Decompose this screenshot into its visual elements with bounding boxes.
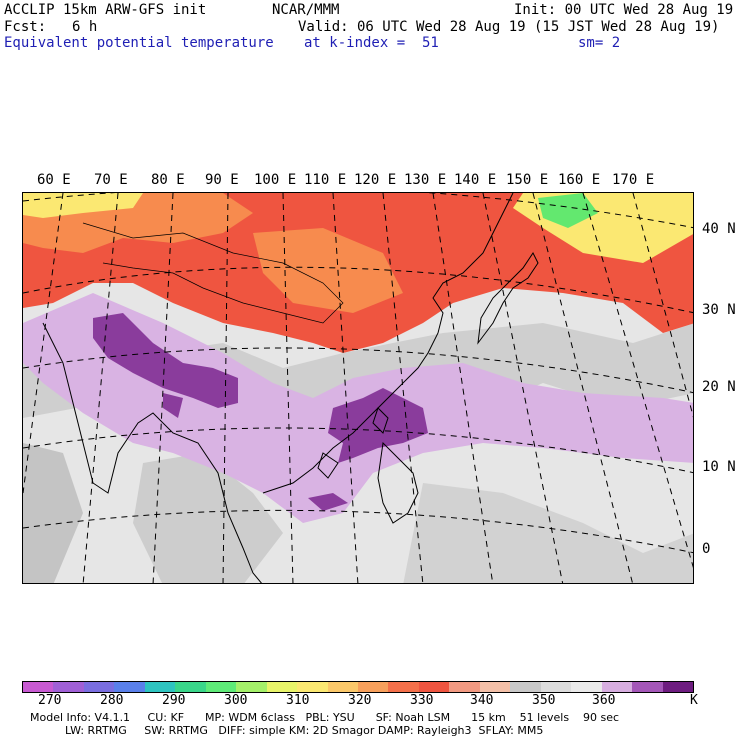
colorbar-segment xyxy=(236,682,267,692)
colorbar-segment xyxy=(266,682,298,692)
lon-label: 110 E xyxy=(304,172,347,188)
org-label: NCAR/MMM xyxy=(272,2,340,18)
model-title: ACCLIP 15km ARW-GFS init xyxy=(4,2,207,18)
theta-e-field xyxy=(23,193,693,583)
level-index: at k-index = 51 xyxy=(304,35,439,51)
colorbar-segment xyxy=(571,682,602,692)
colorbar-segment xyxy=(479,682,511,692)
colorbar-unit: K xyxy=(690,693,698,708)
dark-purple-himalaya xyxy=(93,313,238,408)
valid-time: Valid: 06 UTC Wed 28 Aug 19 (15 JST Wed … xyxy=(298,19,720,35)
gray-india xyxy=(23,443,83,583)
lat-label: 40 N xyxy=(702,221,736,237)
dark-purple-small xyxy=(308,493,348,511)
colorbar-label: 340 xyxy=(470,693,494,708)
colorbar-segment xyxy=(418,682,450,692)
forecast-value: 6 h xyxy=(72,19,98,35)
colorbar-segment xyxy=(662,682,693,692)
green-northeast xyxy=(538,193,598,228)
colorbar-segment xyxy=(388,682,419,692)
coastline-taiwan xyxy=(372,407,389,434)
lat-label: 0 xyxy=(702,541,711,557)
colorbar-segment xyxy=(23,682,54,692)
colorbar-segment xyxy=(83,682,115,692)
colorbar-segment xyxy=(601,682,633,692)
lon-label: 160 E xyxy=(558,172,601,188)
forecast-label: Fcst: xyxy=(4,19,47,35)
field-name: Equivalent potential temperature xyxy=(4,35,274,51)
model-info-line1: Model Info: V4.1.1 CU: KF MP: WDM 6class… xyxy=(30,711,620,724)
colorbar xyxy=(22,681,694,693)
lat-label: 30 N xyxy=(702,302,736,318)
colorbar-label: 270 xyxy=(38,693,62,708)
colorbar-segment xyxy=(357,682,389,692)
colorbar-label: 280 xyxy=(100,693,124,708)
colorbar-label: 330 xyxy=(410,693,434,708)
colorbar-segment xyxy=(632,682,663,692)
colorbar-segment xyxy=(144,682,176,692)
colorbar-segment xyxy=(540,682,572,692)
colorbar-segment xyxy=(327,682,358,692)
colorbar-label: 290 xyxy=(162,693,186,708)
lon-label: 60 E xyxy=(37,172,71,188)
coastline-japan xyxy=(477,252,539,345)
lon-label: 100 E xyxy=(254,172,297,188)
init-time: Init: 00 UTC Wed 28 Aug 19 xyxy=(514,2,734,18)
lon-label: 150 E xyxy=(506,172,549,188)
gray-southeast xyxy=(403,483,693,583)
colorbar-segment xyxy=(175,682,206,692)
lat-label: 20 N xyxy=(702,379,736,395)
colorbar-segment xyxy=(297,682,328,692)
smoothing-value: sm= 2 xyxy=(578,35,621,51)
colorbar-segment xyxy=(449,682,480,692)
lon-label: 70 E xyxy=(94,172,128,188)
lat-label: 10 N xyxy=(702,459,736,475)
yellow-northwest xyxy=(23,193,143,218)
model-info-line2: LW: RRTMG SW: RRTMG DIFF: simple KM: 2D … xyxy=(30,724,544,737)
dark-purple-scs xyxy=(328,388,428,463)
colorbar-label: 350 xyxy=(532,693,556,708)
coastline-hainan xyxy=(317,452,339,479)
colorbar-segment xyxy=(205,682,237,692)
lon-label: 140 E xyxy=(454,172,497,188)
lon-label: 130 E xyxy=(404,172,447,188)
colorbar-segment xyxy=(53,682,84,692)
colorbar-label: 310 xyxy=(286,693,310,708)
dark-purple-spot xyxy=(163,393,183,418)
latitude-lines xyxy=(23,193,693,554)
coastline-china-east xyxy=(262,193,514,494)
gray-bay xyxy=(133,453,283,583)
colorbar-label: 320 xyxy=(348,693,372,708)
longitude-lines xyxy=(23,193,693,583)
lon-label: 80 E xyxy=(151,172,185,188)
lon-label: 170 E xyxy=(612,172,655,188)
orange-mongolia xyxy=(253,228,403,313)
colorbar-label: 300 xyxy=(224,693,248,708)
colorbar-label: 360 xyxy=(592,693,616,708)
coastline-asia-south xyxy=(42,322,262,583)
colorbar-segment xyxy=(510,682,541,692)
border-lines xyxy=(82,222,344,324)
colorbar-segment xyxy=(114,682,145,692)
map-panel xyxy=(22,192,694,584)
lon-label: 90 E xyxy=(205,172,239,188)
coastline-philippines xyxy=(377,441,419,524)
lon-label: 120 E xyxy=(354,172,397,188)
